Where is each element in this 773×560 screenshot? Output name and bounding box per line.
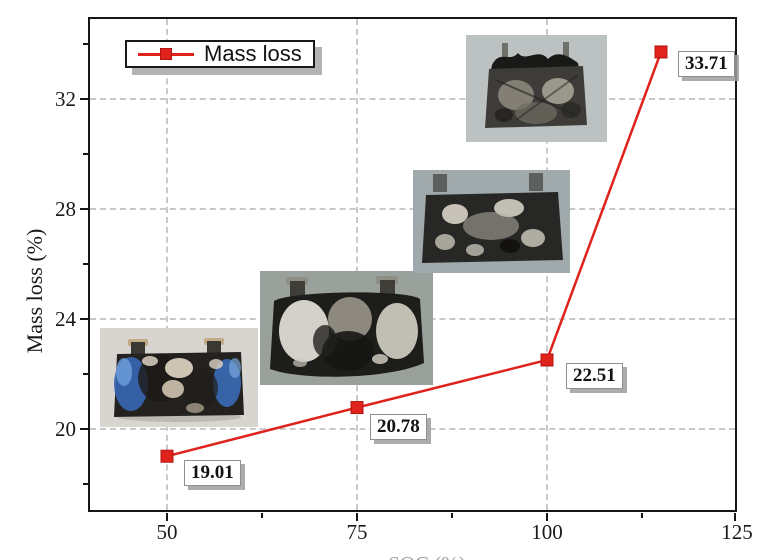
x-minor-tick bbox=[261, 513, 263, 518]
y-minor-tick bbox=[83, 43, 88, 45]
x-tick-125 bbox=[734, 513, 736, 521]
battery-photo-2 bbox=[260, 271, 433, 385]
battery-photo-3 bbox=[413, 170, 570, 273]
x-axis-title-cropped: SOC (%) bbox=[372, 552, 482, 560]
y-tick-label-24: 24 bbox=[55, 307, 76, 331]
y-minor-tick bbox=[83, 483, 88, 485]
legend-label: Mass loss bbox=[204, 41, 302, 66]
data-point-label: 33.71 bbox=[678, 50, 735, 77]
x-minor-tick bbox=[451, 513, 453, 518]
x-tick-100 bbox=[546, 513, 548, 521]
gridline-x-50 bbox=[166, 19, 168, 510]
x-tick-label-125: 125 bbox=[721, 520, 753, 544]
data-point-label: 20.78 bbox=[370, 413, 427, 440]
battery-photo-1 bbox=[100, 328, 258, 427]
y-tick-label-20: 20 bbox=[55, 417, 76, 441]
gridline-x-75 bbox=[356, 19, 358, 510]
x-tick-75 bbox=[356, 513, 358, 521]
y-tick-label-28: 28 bbox=[55, 197, 76, 221]
x-tick-50 bbox=[166, 513, 168, 521]
battery-photo-4 bbox=[466, 35, 607, 142]
x-minor-tick bbox=[641, 513, 643, 518]
data-point-label: 19.01 bbox=[184, 460, 241, 487]
gridline-y-32 bbox=[90, 98, 735, 100]
y-minor-tick bbox=[83, 263, 88, 265]
x-tick-label-75: 75 bbox=[346, 520, 368, 544]
y-tick-24 bbox=[80, 318, 88, 320]
legend-square-marker-icon bbox=[160, 48, 172, 60]
y-tick-32 bbox=[80, 98, 88, 100]
x-tick-label-50: 50 bbox=[156, 520, 178, 544]
y-tick-28 bbox=[80, 208, 88, 210]
legend-key bbox=[138, 47, 194, 61]
x-tick-label-100: 100 bbox=[531, 520, 563, 544]
y-minor-tick bbox=[83, 153, 88, 155]
data-point-marker bbox=[654, 45, 668, 59]
y-axis-title: Mass loss (%) bbox=[22, 228, 47, 354]
y-tick-20 bbox=[80, 428, 88, 430]
y-tick-label-32: 32 bbox=[55, 87, 76, 111]
data-point-label: 22.51 bbox=[566, 362, 623, 389]
y-minor-tick bbox=[83, 373, 88, 375]
legend-box: Mass loss bbox=[125, 40, 315, 68]
